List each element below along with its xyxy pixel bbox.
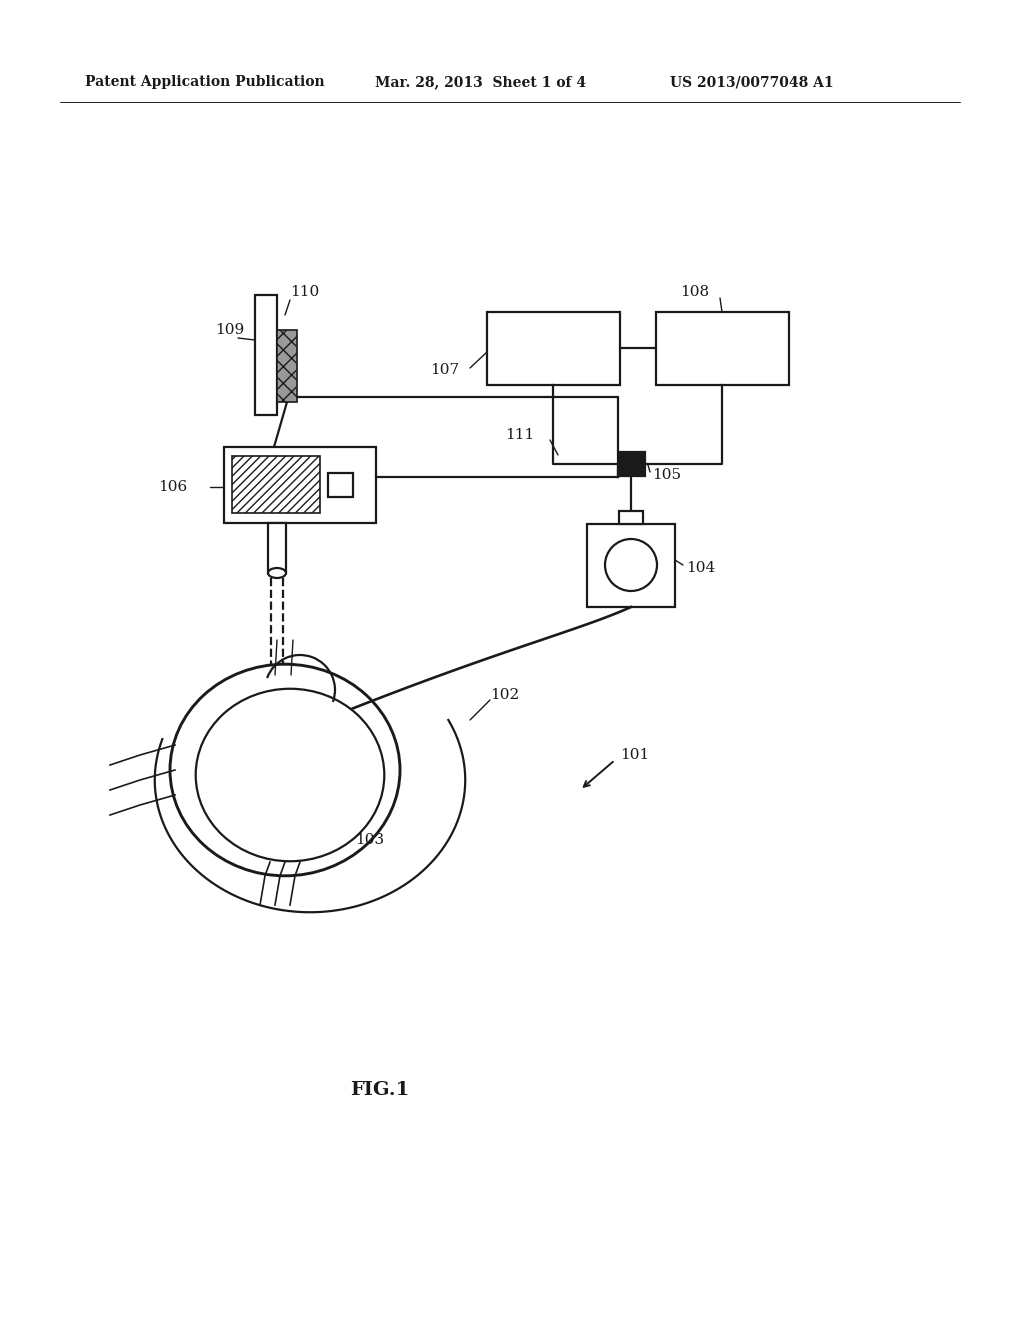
Text: 110: 110 <box>290 285 319 300</box>
Text: 106: 106 <box>158 480 187 494</box>
Bar <box>255 294 278 414</box>
Text: 105: 105 <box>652 469 681 482</box>
Text: 108: 108 <box>680 285 710 300</box>
Bar <box>328 473 353 498</box>
Ellipse shape <box>196 689 384 861</box>
Bar <box>487 312 620 385</box>
Text: 101: 101 <box>620 748 649 762</box>
Bar <box>656 312 790 385</box>
Ellipse shape <box>170 664 400 875</box>
Bar <box>232 455 319 513</box>
Text: 109: 109 <box>215 323 245 337</box>
Text: Patent Application Publication: Patent Application Publication <box>85 75 325 88</box>
Text: 111: 111 <box>505 428 535 442</box>
Bar <box>224 447 376 523</box>
Text: 102: 102 <box>490 688 519 702</box>
Ellipse shape <box>268 568 286 578</box>
Text: US 2013/0077048 A1: US 2013/0077048 A1 <box>670 75 834 88</box>
Bar <box>268 523 286 573</box>
Text: FIG.1: FIG.1 <box>350 1081 410 1100</box>
Text: Mar. 28, 2013  Sheet 1 of 4: Mar. 28, 2013 Sheet 1 of 4 <box>375 75 586 88</box>
Bar <box>618 451 645 477</box>
Text: 103: 103 <box>355 833 384 847</box>
Text: 107: 107 <box>430 363 459 378</box>
Text: 104: 104 <box>686 561 715 576</box>
Bar <box>618 511 643 524</box>
Bar <box>587 524 675 607</box>
Bar <box>278 330 297 403</box>
